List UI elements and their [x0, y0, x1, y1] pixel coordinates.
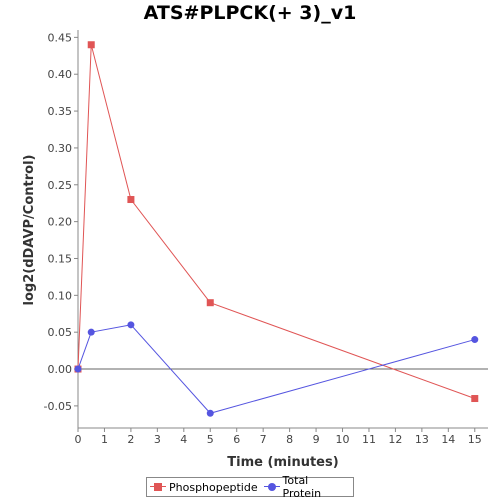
y-tick-label: 0.25: [48, 179, 73, 192]
x-tick-label: 4: [180, 433, 187, 446]
legend-item-phosphopeptide: Phosphopeptide: [150, 481, 258, 494]
y-axis-label: log2(dDAVP/Control): [22, 155, 37, 306]
legend-label-total-protein: Total Protein: [282, 474, 322, 500]
y-tick-label: 0.05: [48, 326, 73, 339]
data-point-phosphopeptide: [206, 299, 214, 307]
y-tick-label: 0.30: [48, 142, 73, 155]
x-axis-label: Time (minutes): [227, 455, 338, 470]
legend-item-total-protein: Total Protein: [263, 474, 350, 500]
x-tick-label: 11: [362, 433, 376, 446]
data-point-total-protein: [87, 328, 95, 336]
y-tick-label: 0.00: [48, 363, 73, 376]
x-tick-label: 1: [101, 433, 108, 446]
y-tick-label: 0.10: [48, 289, 73, 302]
x-tick-label: 2: [127, 433, 134, 446]
x-tick-label: 5: [207, 433, 214, 446]
x-tick-label: 15: [468, 433, 482, 446]
x-tick-label: 8: [286, 433, 293, 446]
x-tick-label: 0: [75, 433, 82, 446]
y-tick-label: -0.05: [44, 400, 72, 413]
data-point-total-protein: [206, 409, 214, 417]
x-tick-label: 3: [154, 433, 161, 446]
y-tick-label: 0.20: [48, 216, 73, 229]
x-tick-label: 12: [388, 433, 402, 446]
data-point-phosphopeptide: [471, 395, 479, 403]
x-tick-label: 7: [260, 433, 267, 446]
data-point-phosphopeptide: [87, 41, 95, 49]
x-tick-label: 14: [441, 433, 455, 446]
legend-label-phosphopeptide: Phosphopeptide: [169, 480, 258, 494]
legend-swatch-phosphopeptide: [150, 482, 166, 492]
data-point-total-protein: [74, 365, 82, 373]
legend: Phosphopeptide Total Protein: [146, 474, 354, 500]
y-tick-label: 0.40: [48, 68, 73, 81]
x-tick-label: 10: [336, 433, 350, 446]
data-point-total-protein: [471, 336, 479, 344]
x-tick-label: 9: [313, 433, 320, 446]
data-point-total-protein: [127, 321, 135, 329]
x-tick-label: 13: [415, 433, 429, 446]
y-tick-label: 0.15: [48, 252, 73, 265]
chart-title: ATS#PLPCK(+ 3)_v1: [143, 2, 357, 24]
x-tick-label: 6: [233, 433, 240, 446]
y-tick-label: 0.45: [48, 31, 73, 44]
data-point-phosphopeptide: [127, 196, 135, 204]
legend-swatch-total-protein: [263, 482, 280, 492]
plot-area: [78, 30, 488, 428]
y-tick-label: 0.35: [48, 105, 73, 118]
